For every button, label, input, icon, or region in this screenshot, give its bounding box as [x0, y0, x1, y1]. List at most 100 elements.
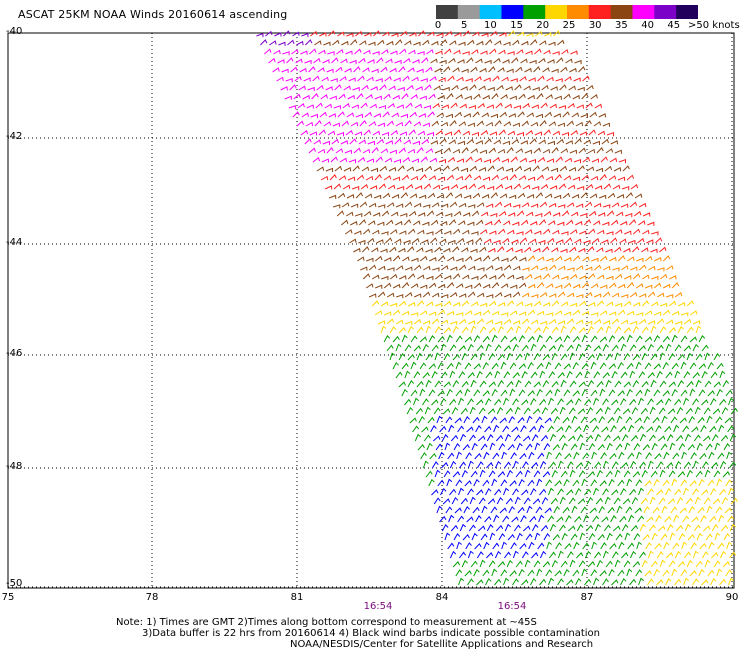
colorbar-tick-label: 25	[562, 20, 576, 31]
wind-barb	[650, 325, 657, 334]
wind-barb	[505, 86, 513, 91]
wind-barb	[494, 398, 502, 406]
wind-barb	[499, 32, 507, 37]
wind-barb	[643, 415, 650, 424]
wind-barb	[564, 76, 572, 82]
wind-barb	[446, 93, 454, 100]
wind-barb	[671, 334, 678, 343]
wind-barb	[559, 406, 566, 415]
wind-barb	[542, 148, 551, 154]
wind-barb	[711, 462, 719, 469]
wind-barb	[580, 212, 588, 218]
wind-barb	[557, 291, 566, 298]
wind-barb	[527, 94, 535, 100]
wind-barb	[662, 283, 671, 289]
wind-barb	[389, 246, 397, 253]
wind-barb	[696, 532, 703, 541]
wind-barb	[601, 426, 609, 433]
wind-barb	[610, 140, 618, 145]
wind-barb	[333, 183, 342, 190]
wind-barb	[533, 381, 541, 388]
wind-barb	[405, 266, 413, 271]
wind-barb	[449, 550, 457, 559]
wind-barb	[561, 532, 568, 541]
wind-barb	[358, 219, 367, 226]
wind-barb	[488, 300, 497, 307]
wind-barb	[503, 318, 512, 325]
wind-barb	[662, 569, 670, 577]
wind-barb	[464, 255, 473, 262]
wind-barb	[593, 371, 601, 379]
wind-barb	[502, 515, 510, 523]
wind-barb	[377, 291, 386, 298]
wind-barb	[621, 462, 629, 469]
wind-barb	[350, 121, 359, 127]
wind-barb	[629, 320, 638, 326]
wind-barb	[563, 568, 570, 577]
wind-barb	[715, 416, 723, 424]
wind-barb	[678, 443, 686, 451]
wind-barb	[567, 267, 575, 272]
wind-barb	[287, 39, 295, 46]
wind-barb	[456, 76, 464, 82]
wind-barb	[647, 578, 654, 586]
wind-barb	[567, 102, 575, 109]
wind-barb	[602, 578, 609, 586]
wind-barb	[348, 77, 356, 82]
wind-barb	[626, 282, 635, 289]
wind-barb	[570, 50, 578, 55]
wind-barb	[596, 147, 604, 154]
wind-barb	[676, 496, 684, 505]
wind-barb	[519, 452, 527, 460]
wind-barb	[464, 336, 473, 343]
wind-barb	[423, 434, 431, 442]
wind-barb	[665, 343, 672, 352]
wind-barb	[412, 140, 420, 146]
wind-barb	[537, 256, 545, 262]
wind-barb	[627, 256, 635, 262]
wind-barb	[548, 487, 555, 496]
wind-barb	[312, 75, 320, 82]
wind-barb	[644, 480, 652, 487]
wind-barb	[671, 282, 680, 289]
wind-barb	[572, 283, 581, 289]
wind-barb	[597, 212, 606, 217]
wind-barb	[441, 294, 449, 299]
wind-barb	[557, 578, 564, 586]
wind-barb	[647, 343, 654, 352]
wind-barb	[540, 266, 548, 271]
wind-barb	[524, 559, 531, 568]
wind-barb	[467, 578, 474, 586]
wind-barb	[524, 273, 533, 280]
wind-barb	[686, 559, 693, 568]
wind-barb	[319, 32, 327, 37]
wind-barb	[407, 228, 416, 235]
wind-barb	[705, 443, 713, 451]
wind-barb	[549, 461, 557, 469]
wind-barb	[481, 112, 489, 118]
wind-barb	[346, 32, 354, 38]
wind-barb	[662, 309, 671, 316]
wind-barb	[574, 138, 582, 145]
wind-barb	[538, 424, 545, 433]
wind-barb	[695, 325, 702, 334]
wind-barb	[640, 407, 648, 415]
wind-barb	[727, 515, 735, 523]
wind-barb	[366, 257, 374, 263]
wind-barb	[542, 325, 549, 334]
wind-barb	[710, 577, 717, 586]
wind-barb	[413, 41, 421, 46]
wind-barb	[704, 559, 711, 568]
wind-barb	[718, 514, 725, 523]
wind-barb	[433, 407, 441, 415]
wind-barb	[370, 86, 378, 91]
wind-barb	[497, 325, 504, 334]
wind-barb	[494, 370, 501, 379]
wind-barb	[488, 560, 496, 568]
wind-barb	[637, 425, 645, 433]
wind-barb	[276, 76, 284, 82]
wind-barb	[313, 139, 321, 145]
wind-barb	[561, 131, 569, 137]
wind-barb	[719, 398, 727, 406]
wind-barb	[389, 149, 397, 154]
